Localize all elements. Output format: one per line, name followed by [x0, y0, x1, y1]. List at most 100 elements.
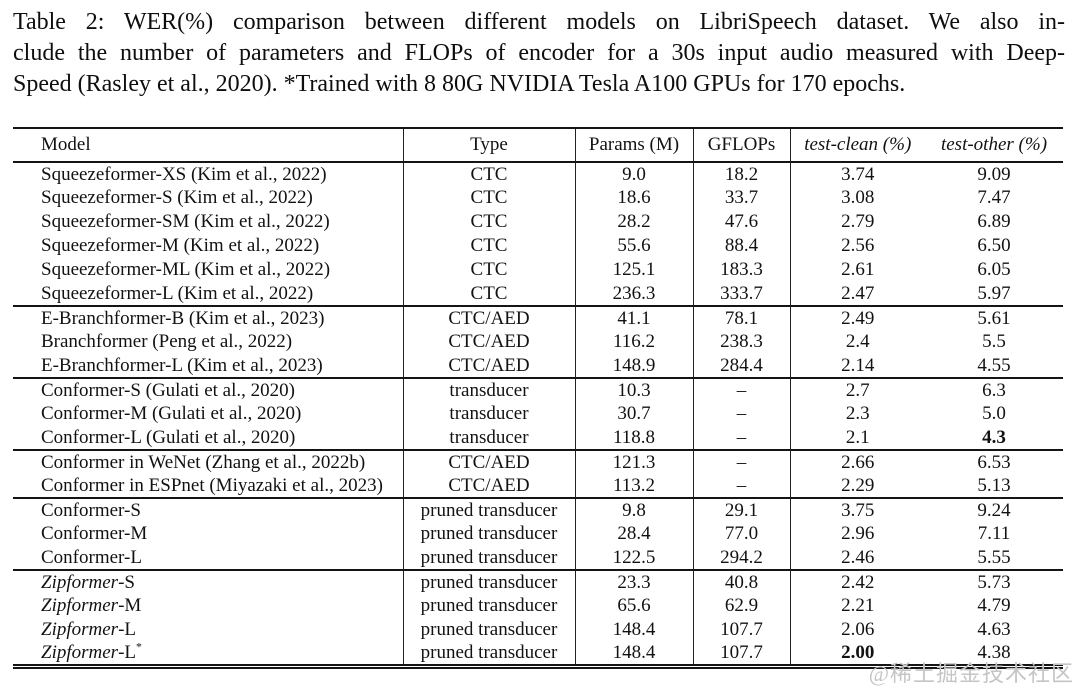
gflops-cell: 62.9: [693, 594, 791, 618]
params-cell: 9.8: [575, 497, 694, 522]
table-row: Conformer in WeNet (Zhang et al., 2022b)…: [13, 449, 1063, 474]
table-row: Conformer-S (Gulati et al., 2020) transdu…: [13, 377, 1063, 402]
test-other-cell: 5.13: [977, 474, 1011, 496]
model-cell: Squeezeformer-M (Kim et al., 2022): [13, 234, 404, 258]
gflops-cell: 333.7: [693, 282, 791, 306]
test-clean-cell: 2.49: [790, 305, 925, 330]
params-cell: 28.2: [575, 210, 694, 234]
table-row: Branchformer (Peng et al., 2022) CTC/AED 1…: [13, 330, 1063, 354]
test-other-cell: 6.53: [925, 449, 1063, 474]
test-other-cell: 6.89: [977, 211, 1011, 232]
test-clean-cell: 2.66: [790, 449, 925, 474]
test-clean-cell: 2.00: [841, 642, 875, 663]
gflops-cell: 40.8: [693, 569, 791, 594]
test-clean-cell: 2.96: [841, 523, 875, 544]
gflops-cell: –: [693, 474, 791, 498]
model-cell: Conformer-S: [13, 497, 404, 522]
test-other-cell: 5.97: [977, 282, 1011, 304]
test-clean-cell: 2.21: [841, 595, 875, 616]
params-cell: 122.5: [575, 546, 694, 570]
type-cell: CTC/AED: [403, 330, 576, 354]
model-cell: Zipformer-M: [13, 594, 404, 618]
model-cell: Squeezeformer-XS (Kim et al., 2022): [13, 162, 404, 186]
gflops-cell: –: [693, 377, 791, 402]
test-clean-cell: 2.56: [841, 235, 875, 256]
table-row: Zipformer-L* pruned transducer 148.4 107.7 2…: [13, 642, 1063, 667]
model-cell: Squeezeformer-ML (Kim et al., 2022): [13, 258, 404, 282]
type-cell: transducer: [403, 402, 576, 426]
model-cell: Conformer-M (Gulati et al., 2020): [13, 402, 404, 426]
model-cell: Conformer-M: [13, 522, 404, 546]
test-clean-cell: 3.75: [790, 497, 925, 522]
table-row: Conformer-L pruned transducer 122.5 294.2 2.…: [13, 546, 1063, 570]
table-row: E-Branchformer-B (Kim et al., 2023) CTC/A…: [13, 305, 1063, 330]
column-header-model: Model: [13, 128, 404, 163]
type-cell: pruned transducer: [403, 522, 576, 546]
test-clean-cell: 2.4: [845, 331, 870, 352]
type-cell: CTC: [403, 282, 576, 306]
caption-line-1: Table 2: WER(%) comparison between diffe…: [13, 9, 1065, 35]
model-cell: Conformer-L (Gulati et al., 2020): [13, 426, 404, 450]
table-body: Squeezeformer-XS (Kim et al., 2022) CTC 9.…: [13, 162, 1063, 667]
table-row: Squeezeformer-M (Kim et al., 2022) CTC 55.…: [13, 234, 1063, 258]
gflops-cell: 107.7: [693, 618, 791, 642]
column-header-test-other: test-other (%): [925, 128, 1063, 163]
test-clean-cell: 2.29: [841, 474, 875, 496]
test-clean-cell: 2.7: [790, 377, 925, 402]
type-cell: pruned transducer: [403, 594, 576, 618]
model-cell: Zipformer-L*: [13, 642, 404, 667]
params-cell: 30.7: [575, 402, 694, 426]
test-other-cell: 4.38: [977, 642, 1011, 663]
table-row: Conformer-L (Gulati et al., 2020) transdu…: [13, 426, 1063, 450]
type-cell: CTC/AED: [403, 449, 576, 474]
test-clean-cell: 2.1: [845, 426, 870, 448]
test-other-cell: 6.05: [977, 259, 1011, 280]
gflops-cell: 183.3: [693, 258, 791, 282]
gflops-cell: 33.7: [693, 186, 791, 210]
type-cell: CTC: [403, 162, 576, 186]
test-clean-cell: 2.14: [841, 354, 875, 376]
type-cell: transducer: [403, 426, 576, 450]
table-row: Zipformer-L pruned transducer 148.4 107.7 2.…: [13, 618, 1063, 642]
model-cell: Conformer-L: [13, 546, 404, 570]
model-cell: Branchformer (Peng et al., 2022): [13, 330, 404, 354]
params-cell: 10.3: [575, 377, 694, 402]
column-header-params: Params (M): [575, 128, 694, 163]
type-cell: CTC: [403, 258, 576, 282]
model-cell: E-Branchformer-B (Kim et al., 2023): [13, 305, 404, 330]
gflops-cell: 294.2: [693, 546, 791, 570]
params-cell: 9.0: [575, 162, 694, 186]
column-header-type: Type: [403, 128, 576, 163]
type-cell: pruned transducer: [403, 569, 576, 594]
wer-comparison-table: Model Type Params (M) GFLOPs test-clean …: [13, 127, 1063, 669]
test-other-cell: 9.24: [925, 497, 1063, 522]
table-row: Zipformer-S pruned transducer 23.3 40.8 2.42…: [13, 569, 1063, 594]
gflops-cell: 29.1: [693, 497, 791, 522]
asterisk-marker: *: [136, 642, 142, 654]
params-cell: 121.3: [575, 449, 694, 474]
table-row: Conformer-S pruned transducer 9.8 29.1 3.75 9…: [13, 497, 1063, 522]
test-clean-cell: 2.42: [790, 569, 925, 594]
test-other-cell: 9.09: [977, 163, 1011, 185]
test-other-cell: 4.63: [977, 619, 1011, 640]
type-cell: pruned transducer: [403, 497, 576, 522]
test-clean-cell: 2.79: [841, 211, 875, 232]
params-cell: 41.1: [575, 305, 694, 330]
test-other-cell: 5.55: [977, 546, 1011, 568]
gflops-cell: –: [693, 449, 791, 474]
params-cell: 118.8: [575, 426, 694, 450]
test-other-cell: 7.11: [977, 523, 1011, 544]
gflops-cell: –: [693, 402, 791, 426]
test-other-cell: 5.61: [925, 305, 1063, 330]
model-cell: E-Branchformer-L (Kim et al., 2023): [13, 354, 404, 378]
caption-line-3: Speed (Rasley et al., 2020). *Trained wi…: [13, 71, 906, 97]
gflops-cell: 47.6: [693, 210, 791, 234]
type-cell: CTC/AED: [403, 474, 576, 498]
table-header-row: Model Type Params (M) GFLOPs test-clean …: [13, 128, 1063, 163]
column-header-gflops: GFLOPs: [693, 128, 791, 163]
table-row: Squeezeformer-ML (Kim et al., 2022) CTC 12…: [13, 258, 1063, 282]
model-cell: Zipformer-L: [13, 618, 404, 642]
model-cell: Zipformer-S: [13, 569, 404, 594]
table-row: Conformer-M pruned transducer 28.4 77.0 2.96…: [13, 522, 1063, 546]
params-cell: 65.6: [575, 594, 694, 618]
